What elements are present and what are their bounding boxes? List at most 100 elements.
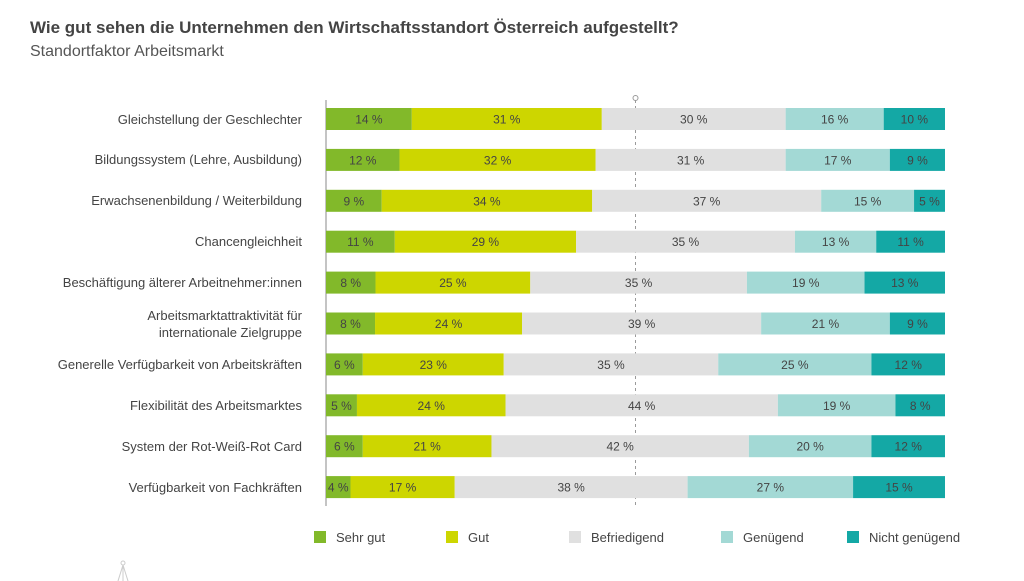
bar-segment bbox=[876, 230, 945, 253]
bar-segment bbox=[350, 476, 455, 499]
bar-segment bbox=[777, 394, 896, 417]
category-label: Gleichstellung der Geschlechter bbox=[117, 111, 302, 127]
bar-segment bbox=[394, 230, 577, 253]
category-label: Generelle Verfügbarkeit von Arbeitskräft… bbox=[57, 356, 302, 372]
bar-segment bbox=[592, 189, 822, 212]
bar-value-label: 6 % bbox=[334, 440, 355, 454]
legend-swatch bbox=[314, 531, 326, 543]
bar-value-label: 11 % bbox=[347, 235, 374, 249]
bar-segment bbox=[326, 394, 357, 417]
bar-value-label: 27 % bbox=[757, 481, 785, 495]
bar-value-label: 12 % bbox=[895, 358, 923, 372]
category-label: System der Rot-Weiß-Rot Card bbox=[121, 438, 302, 454]
bar-value-label: 4 % bbox=[328, 481, 349, 495]
legend-swatch bbox=[721, 531, 733, 543]
bar-segment bbox=[864, 271, 945, 294]
bar-segment bbox=[375, 271, 531, 294]
bar-value-label: 23 % bbox=[420, 358, 448, 372]
bar-segment bbox=[748, 435, 872, 458]
bar-value-label: 9 % bbox=[344, 194, 365, 208]
bar-value-label: 19 % bbox=[823, 399, 851, 413]
legend-item: Befriedigend bbox=[569, 528, 721, 546]
bar-value-label: 15 % bbox=[885, 481, 913, 495]
bar-segment bbox=[505, 394, 778, 417]
category-label: Flexibilität des Arbeitsmarktes bbox=[130, 397, 302, 413]
legend-item: Gut bbox=[446, 528, 569, 546]
bar-value-label: 34 % bbox=[473, 194, 501, 208]
bar-value-label: 6 % bbox=[334, 358, 355, 372]
bar-value-label: 13 % bbox=[822, 235, 850, 249]
legend-swatch bbox=[847, 531, 859, 543]
bar-value-label: 8 % bbox=[340, 317, 361, 331]
bar-segment bbox=[326, 353, 363, 376]
bar-segment bbox=[746, 271, 865, 294]
bar-segment bbox=[411, 108, 602, 130]
category-label: Verfügbarkeit von Fachkräften bbox=[128, 479, 302, 495]
bar-segment bbox=[914, 189, 945, 212]
bar-value-label: 31 % bbox=[677, 153, 705, 167]
bar-value-label: 32 % bbox=[484, 153, 512, 167]
bar-value-label: 21 % bbox=[413, 440, 441, 454]
bar-value-label: 19 % bbox=[792, 276, 820, 290]
bar-value-label: 5 % bbox=[919, 194, 940, 208]
bar-segment bbox=[522, 312, 762, 335]
center-marker bbox=[632, 95, 639, 101]
bar-segment bbox=[895, 394, 945, 417]
bar-value-label: 11 % bbox=[897, 235, 924, 249]
bar-segment bbox=[761, 312, 890, 335]
bar-segment bbox=[883, 108, 945, 130]
bar-value-label: 35 % bbox=[597, 358, 625, 372]
bar-segment bbox=[871, 353, 945, 376]
bar-segment bbox=[326, 148, 400, 171]
bar-value-label: 21 % bbox=[812, 317, 840, 331]
bar-segment bbox=[326, 189, 382, 212]
bar-value-label: 44 % bbox=[628, 399, 656, 413]
bar-value-label: 30 % bbox=[680, 113, 708, 127]
bar-value-label: 13 % bbox=[891, 276, 919, 290]
bar-value-label: 25 % bbox=[439, 276, 467, 290]
legend-item: Genügend bbox=[721, 528, 847, 546]
bar-segment bbox=[356, 394, 506, 417]
bar-value-label: 24 % bbox=[418, 399, 446, 413]
bar-value-label: 10 % bbox=[901, 113, 929, 127]
bar-segment bbox=[399, 148, 596, 171]
bar-value-label: 42 % bbox=[606, 440, 634, 454]
bar-segment bbox=[491, 435, 749, 458]
bar-value-label: 12 % bbox=[895, 440, 923, 454]
bar-segment bbox=[687, 476, 854, 499]
bar-value-label: 12 % bbox=[349, 153, 377, 167]
bar-value-label: 16 % bbox=[821, 113, 849, 127]
bar-segment bbox=[595, 148, 786, 171]
bar-value-label: 5 % bbox=[331, 399, 352, 413]
chart-title: Wie gut sehen die Unternehmen den Wirtsc… bbox=[30, 18, 679, 37]
category-label: Beschäftigung älterer Arbeitnehmer:innen bbox=[62, 275, 302, 291]
bar-segment bbox=[375, 312, 523, 335]
bar-segment bbox=[503, 353, 719, 376]
bar-segment bbox=[889, 312, 945, 335]
bar-value-label: 9 % bbox=[907, 317, 928, 331]
bar-segment bbox=[454, 476, 688, 499]
category-label: Bildungssystem (Lehre, Ausbildung) bbox=[94, 152, 302, 168]
bar-value-label: 20 % bbox=[796, 440, 824, 454]
category-label: Chancengleichheit bbox=[195, 234, 302, 250]
legend-item: Sehr gut bbox=[314, 528, 446, 546]
bar-segment bbox=[326, 435, 363, 458]
category-label: Arbeitsmarktattraktivität für internatio… bbox=[147, 307, 302, 340]
category-label: Erwachsenenbildung / Weiterbildung bbox=[91, 193, 302, 209]
bar-segment bbox=[362, 435, 492, 458]
bar-segment bbox=[853, 476, 945, 499]
bar-segment bbox=[576, 230, 795, 253]
bar-segment bbox=[381, 189, 593, 212]
bar-segment bbox=[821, 189, 915, 212]
bar-value-label: 29 % bbox=[472, 235, 500, 249]
bar-value-label: 35 % bbox=[672, 235, 700, 249]
bar-segment bbox=[794, 230, 877, 253]
legend-label: Nicht genügend bbox=[869, 529, 961, 545]
chart-subtitle: Standortfaktor Arbeitsmarkt bbox=[30, 43, 224, 60]
bar-segment bbox=[530, 271, 747, 294]
legend-label: Gut bbox=[468, 529, 489, 545]
bar-segment bbox=[889, 148, 945, 171]
bar-value-label: 17 % bbox=[824, 153, 852, 167]
bar-value-label: 24 % bbox=[435, 317, 463, 331]
